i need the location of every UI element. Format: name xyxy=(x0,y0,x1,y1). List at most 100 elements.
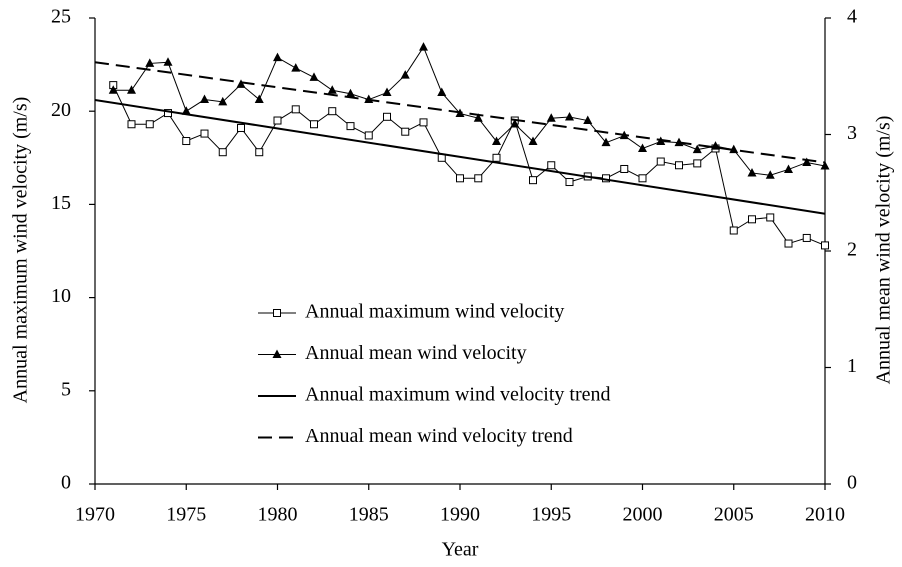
marker xyxy=(456,174,464,183)
marker xyxy=(638,143,647,152)
marker xyxy=(729,144,739,154)
marker xyxy=(382,87,392,97)
marker xyxy=(273,309,281,317)
marker xyxy=(273,52,282,62)
marker xyxy=(200,94,209,104)
y-tick-label: 25 xyxy=(51,6,71,28)
y2-tick-label: 4 xyxy=(847,6,857,28)
marker xyxy=(401,127,410,136)
marker xyxy=(620,164,629,173)
marker xyxy=(181,106,191,115)
y2-axis-label: Annual mean wind velocity (m/s) xyxy=(873,116,895,385)
marker xyxy=(583,115,593,125)
marker xyxy=(419,42,428,51)
marker xyxy=(492,153,501,162)
x-tick-label: 1975 xyxy=(166,504,206,526)
marker xyxy=(383,112,391,121)
marker xyxy=(820,160,830,170)
marker xyxy=(474,174,483,183)
y-tick-label: 5 xyxy=(61,378,71,400)
y2-tick-label: 3 xyxy=(847,122,857,144)
marker xyxy=(748,215,756,224)
marker xyxy=(711,141,720,150)
y-tick-label: 20 xyxy=(51,99,71,121)
series-line xyxy=(113,46,826,176)
marker xyxy=(510,119,520,128)
marker xyxy=(473,113,483,122)
x-tick-label: 1990 xyxy=(440,504,480,526)
marker xyxy=(528,136,538,145)
y2-tick-label: 0 xyxy=(847,472,857,494)
legend-label: Annual mean wind velocity trend xyxy=(305,425,573,447)
marker xyxy=(601,137,611,147)
marker xyxy=(784,239,793,248)
marker xyxy=(310,120,318,129)
marker xyxy=(638,174,647,183)
y-axis-label: Annual maximum wind velocity (m/s) xyxy=(10,97,32,404)
series-line xyxy=(94,99,826,215)
marker xyxy=(364,131,373,140)
x-tick-label: 2000 xyxy=(623,504,663,526)
x-axis-label: Year xyxy=(442,539,479,561)
x-tick-label: 1995 xyxy=(531,504,571,526)
marker xyxy=(656,157,665,166)
marker xyxy=(765,170,775,179)
marker xyxy=(127,120,136,129)
marker xyxy=(766,213,775,222)
y2-tick-label: 1 xyxy=(847,355,857,377)
marker xyxy=(692,144,702,154)
marker xyxy=(565,178,574,187)
marker xyxy=(327,85,337,94)
marker xyxy=(546,113,556,122)
legend-label: Annual maximum wind velocity xyxy=(305,301,564,323)
marker xyxy=(492,136,501,145)
marker xyxy=(675,161,683,170)
x-tick-label: 1985 xyxy=(349,504,389,526)
y-tick-label: 10 xyxy=(51,285,71,307)
marker xyxy=(273,116,282,125)
marker xyxy=(182,137,191,146)
marker xyxy=(419,118,428,127)
marker xyxy=(802,233,811,242)
marker xyxy=(747,167,757,177)
marker xyxy=(565,112,574,121)
marker xyxy=(127,85,136,94)
marker xyxy=(218,96,228,106)
marker xyxy=(291,63,301,72)
series-line xyxy=(112,84,826,246)
x-tick-label: 1980 xyxy=(258,504,298,526)
marker xyxy=(309,72,319,81)
legend-label: Annual mean wind velocity xyxy=(305,342,527,364)
marker xyxy=(255,148,264,157)
marker xyxy=(547,161,556,170)
marker xyxy=(328,107,337,116)
x-tick-label: 2005 xyxy=(714,504,754,526)
marker xyxy=(145,120,154,129)
marker xyxy=(254,94,264,104)
series-line xyxy=(94,61,826,164)
marker xyxy=(784,164,793,173)
marker xyxy=(437,87,447,97)
marker xyxy=(821,241,829,250)
marker xyxy=(693,159,702,168)
marker xyxy=(236,79,246,88)
marker xyxy=(729,226,738,235)
marker xyxy=(108,85,118,94)
x-tick-label: 2010 xyxy=(805,504,845,526)
marker xyxy=(200,129,209,138)
marker xyxy=(145,58,155,67)
y-tick-label: 0 xyxy=(61,472,71,494)
marker xyxy=(400,70,410,79)
marker xyxy=(802,157,812,166)
marker xyxy=(346,122,355,131)
y-tick-label: 15 xyxy=(51,192,71,214)
marker xyxy=(237,123,245,132)
marker xyxy=(291,105,300,114)
marker xyxy=(346,88,355,98)
marker xyxy=(164,109,172,118)
x-tick-label: 1970 xyxy=(75,504,115,526)
y2-tick-label: 2 xyxy=(847,239,857,261)
marker xyxy=(272,349,282,358)
legend-label: Annual maximum wind velocity trend xyxy=(305,384,611,406)
